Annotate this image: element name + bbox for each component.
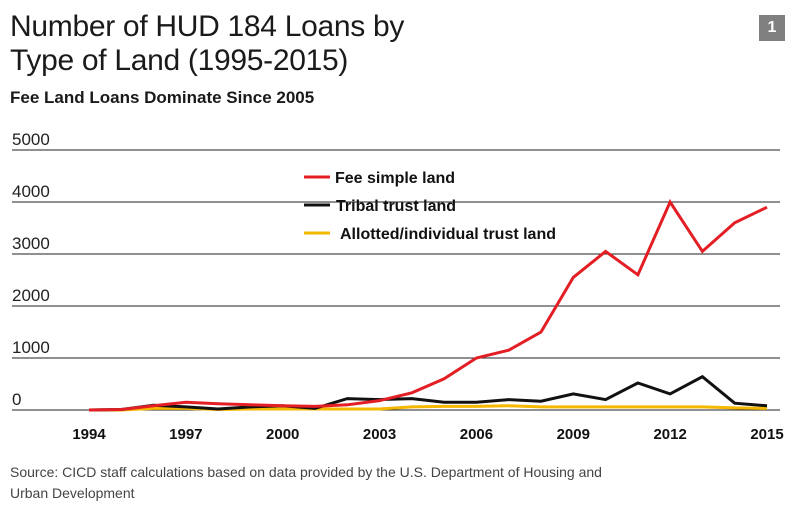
x-tick-label: 2015 bbox=[750, 426, 783, 443]
x-tick-label: 1994 bbox=[72, 426, 106, 443]
legend: Fee simple land Tribal trust land Allotted… bbox=[304, 170, 556, 243]
x-tick-label: 2006 bbox=[460, 426, 493, 443]
x-tick-label: 2000 bbox=[266, 426, 299, 443]
figure-number-badge: 1 bbox=[759, 15, 785, 41]
chart-title-line2: Type of Land (1995-2015) bbox=[10, 44, 349, 77]
legend-label: Allotted/individual trust land bbox=[340, 226, 556, 243]
x-tick-label: 2003 bbox=[363, 426, 396, 443]
legend-label: Fee simple land bbox=[335, 170, 455, 187]
y-tick-label: 3000 bbox=[12, 234, 50, 253]
series-lines bbox=[88, 198, 768, 412]
chart-subtitle: Fee Land Loans Dominate Since 2005 bbox=[10, 88, 315, 107]
y-tick-label: 1000 bbox=[12, 338, 50, 357]
chart-title-line1: Number of HUD 184 Loans by bbox=[10, 10, 405, 43]
y-tick-label: 0 bbox=[12, 390, 21, 409]
x-axis-ticks: 1994 1997 2000 2003 2006 2009 2012 2015 bbox=[72, 426, 783, 443]
source-line1: Source: CICD staff calculations based on… bbox=[10, 464, 602, 480]
series-line-fee-simple-land bbox=[88, 198, 768, 412]
y-axis-ticks: 0 1000 2000 3000 4000 5000 bbox=[12, 130, 50, 409]
y-tick-label: 5000 bbox=[12, 130, 50, 149]
line-chart: 0 1000 2000 3000 4000 5000 1994 1997 2000 2003 20… bbox=[12, 130, 784, 443]
y-tick-label: 4000 bbox=[12, 182, 50, 201]
x-tick-label: 2009 bbox=[557, 426, 590, 443]
y-tick-label: 2000 bbox=[12, 286, 50, 305]
gridlines bbox=[12, 149, 780, 411]
source-note: Source: CICD staff calculations based on… bbox=[10, 462, 730, 504]
x-tick-label: 2012 bbox=[653, 426, 686, 443]
chart-title: Number of HUD 184 Loans by Type of Land … bbox=[10, 10, 530, 78]
source-line2: Urban Development bbox=[10, 485, 135, 501]
x-tick-label: 1997 bbox=[169, 426, 202, 443]
legend-label: Tribal trust land bbox=[336, 198, 456, 215]
series-line-tribal-trust-land bbox=[88, 374, 768, 412]
